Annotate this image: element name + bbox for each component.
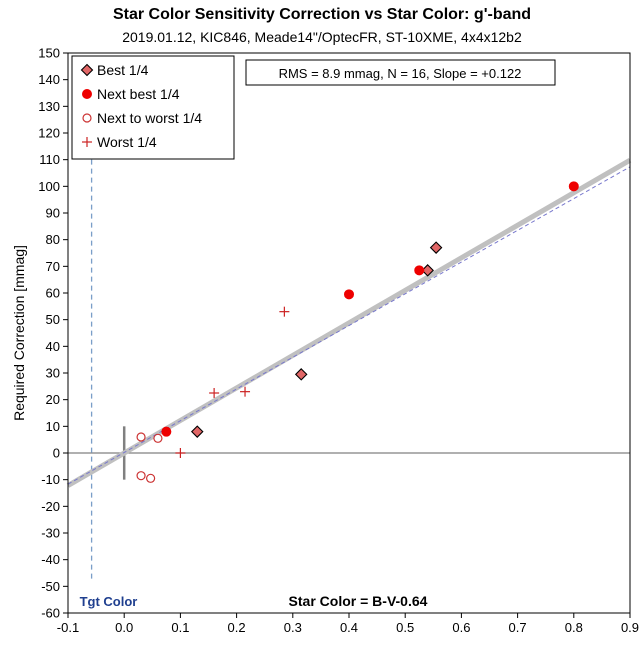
y-tick-label-16: 100 bbox=[38, 179, 60, 194]
y-tick-label-2: -40 bbox=[41, 552, 60, 567]
stats-annotation: RMS = 8.9 mmag, N = 16, Slope = +0.122 bbox=[279, 66, 522, 81]
x-axis-label: Star Color = B-V-0.64 bbox=[289, 593, 428, 609]
x-tick-label-5: 0.4 bbox=[340, 620, 358, 635]
y-tick-label-5: -10 bbox=[41, 472, 60, 487]
x-tick-label-3: 0.2 bbox=[228, 620, 246, 635]
y-tick-label-3: -30 bbox=[41, 526, 60, 541]
plot-border bbox=[67, 52, 631, 614]
data-point-s2-2 bbox=[136, 471, 146, 481]
legend-marker-2 bbox=[82, 113, 92, 123]
legend-label-0: Best 1/4 bbox=[97, 62, 149, 78]
data-point-s0-0 bbox=[190, 425, 204, 438]
y-tick-label-18: 120 bbox=[38, 126, 60, 141]
x-tick-label-10: 0.9 bbox=[621, 620, 639, 635]
y-tick-label-13: 70 bbox=[46, 259, 60, 274]
legend-marker-0 bbox=[80, 63, 94, 77]
y-tick-label-20: 140 bbox=[38, 72, 60, 87]
data-point-s3-0 bbox=[175, 448, 186, 458]
stats-box bbox=[245, 59, 556, 86]
y-tick-label-4: -20 bbox=[41, 499, 60, 514]
y-tick-label-17: 110 bbox=[39, 152, 60, 167]
y-tick-label-14: 80 bbox=[46, 232, 60, 247]
y-tick-label-0: -60 bbox=[41, 606, 60, 621]
data-point-s0-1 bbox=[294, 368, 308, 381]
legend-box bbox=[71, 55, 235, 160]
target-color-label: Tgt Color bbox=[80, 594, 138, 609]
legend-marker-3 bbox=[82, 137, 92, 147]
data-point-s1-1 bbox=[344, 289, 354, 300]
data-point-s2-0 bbox=[136, 432, 146, 442]
chart-title: Star Color Sensitivity Correction vs Sta… bbox=[112, 6, 532, 23]
y-tick-label-21: 150 bbox=[38, 46, 60, 61]
data-point-s1-2 bbox=[414, 265, 425, 276]
data-point-s0-2 bbox=[421, 264, 434, 277]
legend-label-3: Worst 1/4 bbox=[97, 134, 157, 150]
y-tick-label-6: 0 bbox=[53, 446, 60, 461]
y-tick-label-1: -50 bbox=[41, 579, 60, 594]
y-tick-label-15: 90 bbox=[46, 206, 60, 221]
data-point-s1-3 bbox=[568, 181, 579, 192]
data-point-s0-3 bbox=[429, 241, 443, 254]
y-axis-label: Required Correction [mmag] bbox=[11, 245, 27, 421]
y-tick-label-10: 40 bbox=[46, 339, 60, 354]
x-tick-label-7: 0.6 bbox=[452, 620, 470, 635]
y-tick-label-19: 130 bbox=[38, 99, 60, 114]
x-tick-label-0: -0.1 bbox=[57, 620, 79, 635]
data-point-s1-0 bbox=[161, 426, 172, 437]
x-tick-label-1: 0.0 bbox=[115, 620, 133, 635]
x-tick-label-6: 0.5 bbox=[396, 620, 414, 635]
legend-marker-1 bbox=[82, 89, 92, 99]
legend: Best 1/4 Next best 1/4 Next to worst 1/4 Wo… bbox=[71, 55, 235, 160]
x-tick-label-2: 0.1 bbox=[171, 620, 189, 635]
data-point-s2-3 bbox=[146, 473, 156, 483]
x-tick-label-4: 0.3 bbox=[284, 620, 302, 635]
y-tick-label-7: 10 bbox=[46, 419, 60, 434]
data-point-s3-3 bbox=[279, 306, 290, 317]
x-tick-label-8: 0.7 bbox=[509, 620, 527, 635]
legend-label-2: Next to worst 1/4 bbox=[97, 110, 202, 126]
data-point-s2-1 bbox=[153, 433, 163, 443]
y-tick-label-12: 60 bbox=[46, 286, 60, 301]
data-point-s3-1 bbox=[209, 388, 220, 398]
y-tick-label-9: 30 bbox=[46, 366, 60, 381]
y-tick-label-11: 50 bbox=[46, 312, 60, 327]
x-tick-label-9: 0.8 bbox=[565, 620, 583, 635]
y-tick-label-8: 20 bbox=[46, 392, 60, 407]
chart-subtitle: 2019.01.12, KIC846, Meade14"/OptecFR, ST… bbox=[122, 29, 522, 45]
data-point-s3-2 bbox=[240, 386, 251, 397]
legend-label-1: Next best 1/4 bbox=[97, 86, 180, 102]
